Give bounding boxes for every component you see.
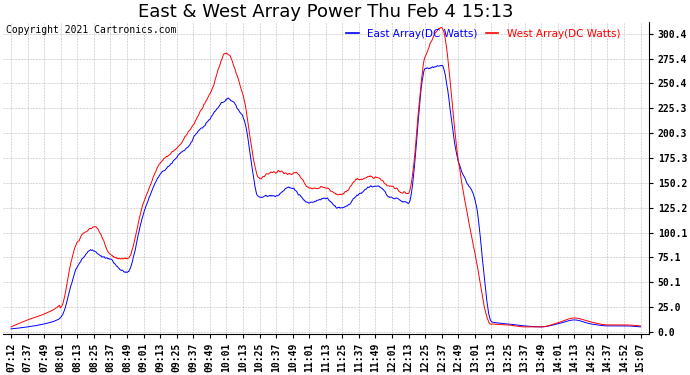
Legend: East Array(DC Watts), West Array(DC Watts): East Array(DC Watts), West Array(DC Watt… — [342, 24, 624, 43]
Text: Copyright 2021 Cartronics.com: Copyright 2021 Cartronics.com — [6, 26, 177, 36]
Title: East & West Array Power Thu Feb 4 15:13: East & West Array Power Thu Feb 4 15:13 — [138, 3, 513, 21]
